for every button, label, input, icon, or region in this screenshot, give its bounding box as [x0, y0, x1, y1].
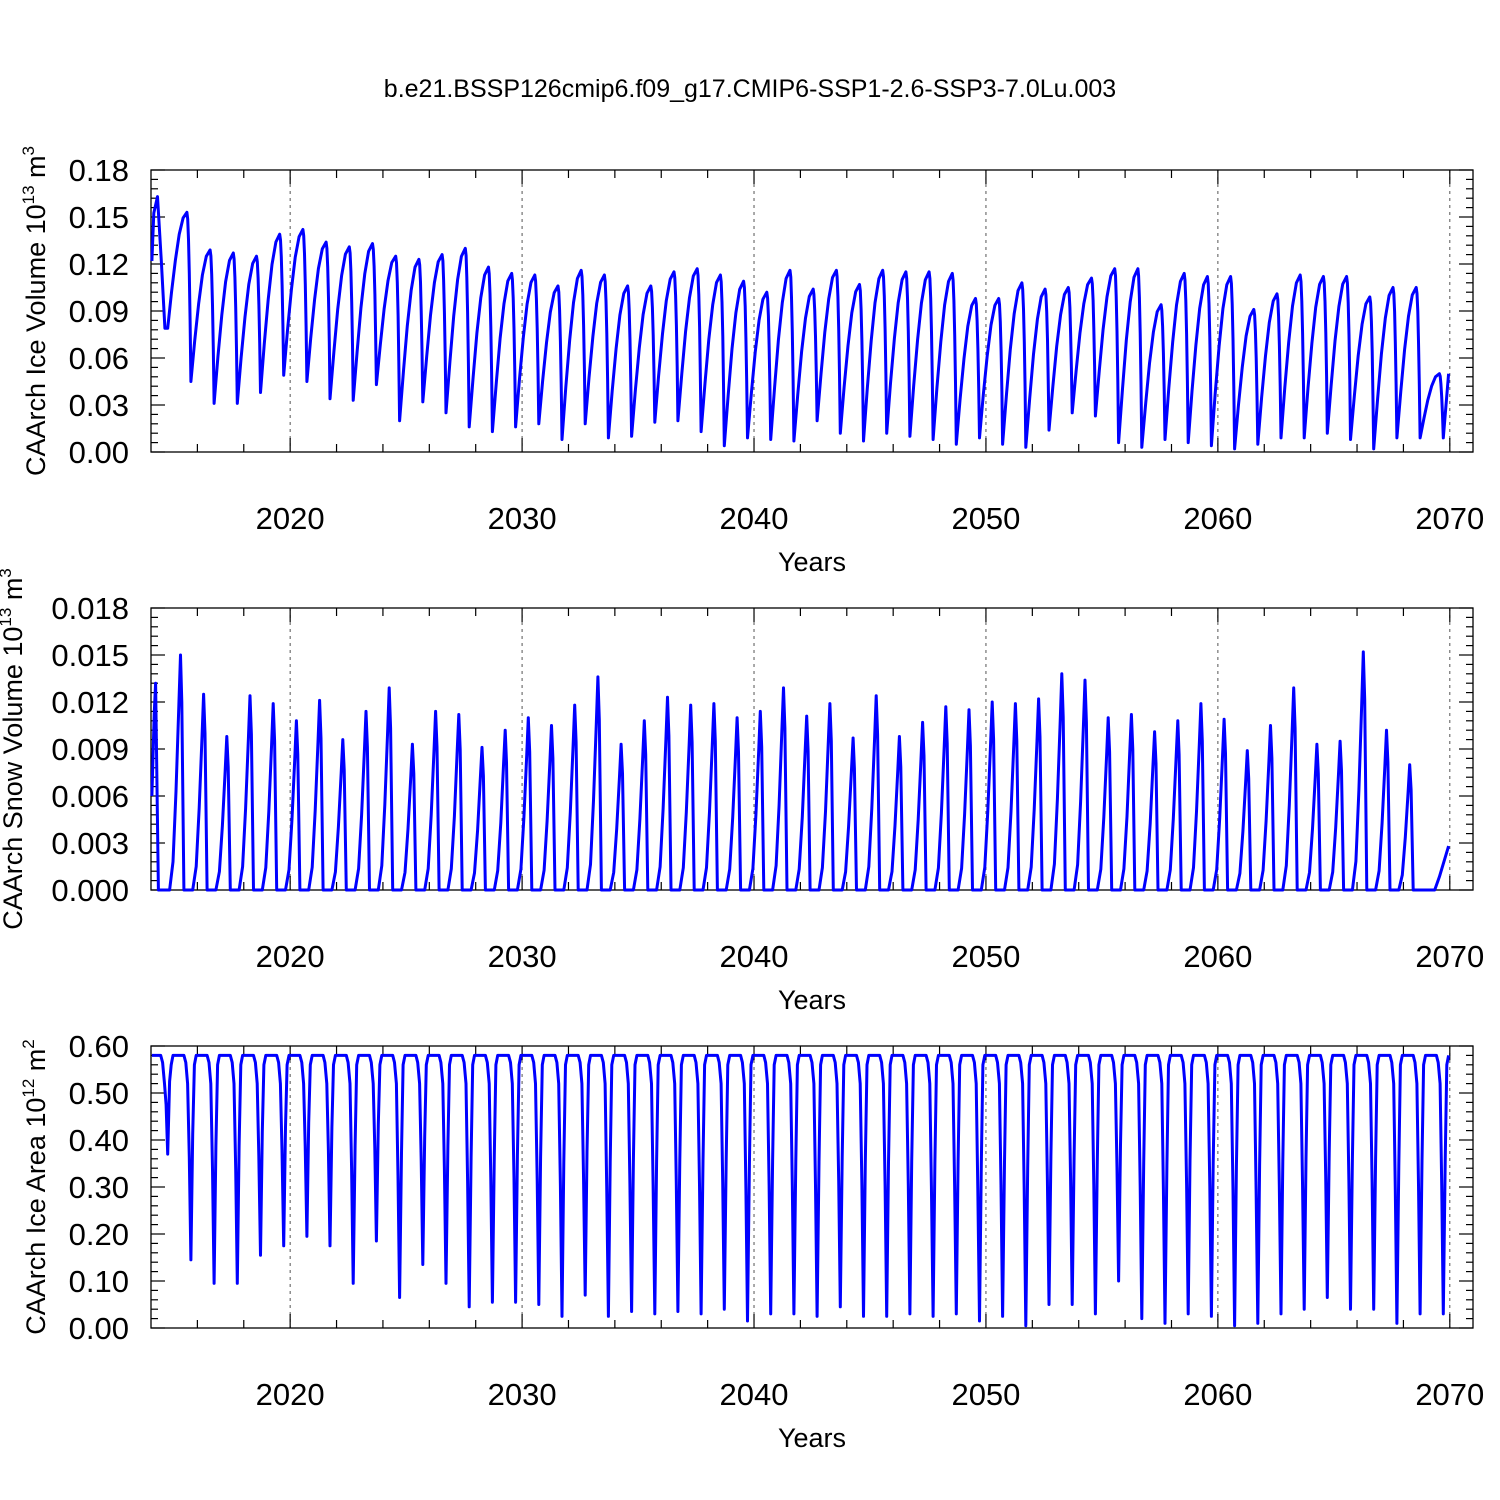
- x-tick-label: 2060: [1183, 939, 1252, 974]
- x-tick-label: 2060: [1183, 501, 1252, 536]
- y-tick-label: 0.09: [69, 294, 129, 329]
- y-title-unit: m: [21, 155, 51, 185]
- x-tick-label: 2070: [1415, 501, 1484, 536]
- y-tick-label: 0.10: [69, 1264, 129, 1299]
- y-axis-title: CAArch Snow Volume 1013 m3: [0, 568, 28, 930]
- y-title-unit-exp: 3: [19, 146, 38, 155]
- y-tick-label: 0.00: [69, 435, 129, 470]
- y-tick-label: 0.003: [51, 826, 129, 861]
- y-title-unit: m: [21, 1049, 51, 1079]
- series-line-snow_volume: [150, 650, 1451, 892]
- y-tick-label: 0.20: [69, 1217, 129, 1252]
- y-tick-label: 0.006: [51, 779, 129, 814]
- y-tick-label: 0.40: [69, 1123, 129, 1158]
- y-title-unit-exp: 2: [19, 1039, 38, 1048]
- x-tick-label: 2070: [1415, 939, 1484, 974]
- plot-frame: [150, 169, 1474, 453]
- series-line-ice_area: [151, 1053, 1451, 1328]
- y-tick-label: 0.30: [69, 1170, 129, 1205]
- y-tick-label: 0.018: [51, 591, 129, 626]
- figure-title: b.e21.BSSP126cmip6.f09_g17.CMIP6-SSP1-2.…: [384, 75, 1116, 103]
- y-tick-label: 0.06: [69, 341, 129, 376]
- y-tick-label: 0.03: [69, 388, 129, 423]
- x-tick-label: 2030: [488, 939, 557, 974]
- x-tick-label: 2030: [488, 501, 557, 536]
- x-axis-title: Years: [778, 1423, 846, 1453]
- y-tick-label: 0.000: [51, 873, 129, 908]
- x-axis-title: Years: [778, 985, 846, 1015]
- y-tick-label: 0.18: [69, 153, 129, 188]
- y-tick-label: 0.60: [69, 1029, 129, 1064]
- x-tick-label: 2020: [256, 939, 325, 974]
- y-title-unit: m: [0, 578, 28, 608]
- x-tick-label: 2030: [488, 1377, 557, 1412]
- panel-snow-volume: 2020 2030 2040 2050 2060 2070 0.000 0.003 0.006 0…: [0, 568, 1484, 1015]
- y-axis-title: CAArch Ice Area 1012 m2: [19, 1039, 51, 1335]
- x-tick-label: 2060: [1183, 1377, 1252, 1412]
- x-tick-label: 2040: [720, 1377, 789, 1412]
- x-tick-label: 2020: [256, 501, 325, 536]
- x-tick-label: 2050: [951, 501, 1020, 536]
- y-title-exp: 13: [0, 608, 15, 627]
- x-tick-label: 2050: [951, 1377, 1020, 1412]
- y-title-text: CAArch Ice Volume 10: [21, 204, 51, 476]
- x-tick-label: 2070: [1415, 1377, 1484, 1412]
- y-title-unit-exp: 3: [0, 568, 15, 577]
- y-title-exp: 13: [19, 185, 38, 204]
- y-tick-label: 0.00: [69, 1311, 129, 1346]
- y-tick-label: 0.50: [69, 1076, 129, 1111]
- x-tick-label: 2020: [256, 1377, 325, 1412]
- x-tick-label: 2040: [720, 939, 789, 974]
- x-tick-label: 2050: [951, 939, 1020, 974]
- y-tick-label: 0.15: [69, 200, 129, 235]
- y-title-text: CAArch Ice Area 10: [21, 1098, 51, 1335]
- y-tick-label: 0.12: [69, 247, 129, 282]
- series-line-ice_volume: [150, 195, 1451, 451]
- panel-ice-area: 2020 2030 2040 2050 2060 2070 0.00 0.10 0.20 0.30…: [19, 1029, 1484, 1453]
- x-axis-title: Years: [778, 547, 846, 577]
- x-tick-label: 2040: [720, 501, 789, 536]
- y-tick-label: 0.009: [51, 732, 129, 767]
- y-axis-title: CAArch Ice Volume 1013 m3: [19, 146, 51, 476]
- y-tick-label: 0.015: [51, 638, 129, 673]
- panel-ice-volume: 2020 2030 2040 2050 2060 2070 0.00 0.03 0.06 0.09…: [19, 146, 1484, 577]
- y-title-exp: 12: [19, 1079, 38, 1098]
- y-tick-label: 0.012: [51, 685, 129, 720]
- y-title-text: CAArch Snow Volume 10: [0, 627, 28, 930]
